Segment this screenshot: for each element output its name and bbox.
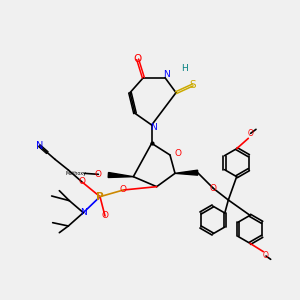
- Text: Methoxy: Methoxy: [65, 170, 86, 175]
- Text: N: N: [164, 70, 170, 79]
- Text: N: N: [80, 208, 87, 217]
- Text: O: O: [78, 177, 85, 186]
- Text: O: O: [101, 212, 109, 220]
- Text: O: O: [263, 251, 269, 260]
- Text: N: N: [36, 141, 43, 151]
- Text: O: O: [120, 185, 127, 194]
- Polygon shape: [175, 170, 198, 175]
- Text: O: O: [175, 149, 182, 158]
- Text: S: S: [189, 80, 196, 90]
- Text: N: N: [150, 124, 157, 133]
- Polygon shape: [108, 172, 133, 178]
- Text: O: O: [210, 184, 217, 193]
- Text: H: H: [182, 64, 188, 73]
- Text: P: P: [96, 192, 104, 202]
- Text: O: O: [134, 54, 142, 64]
- Text: O: O: [248, 129, 254, 138]
- Text: O: O: [95, 170, 102, 179]
